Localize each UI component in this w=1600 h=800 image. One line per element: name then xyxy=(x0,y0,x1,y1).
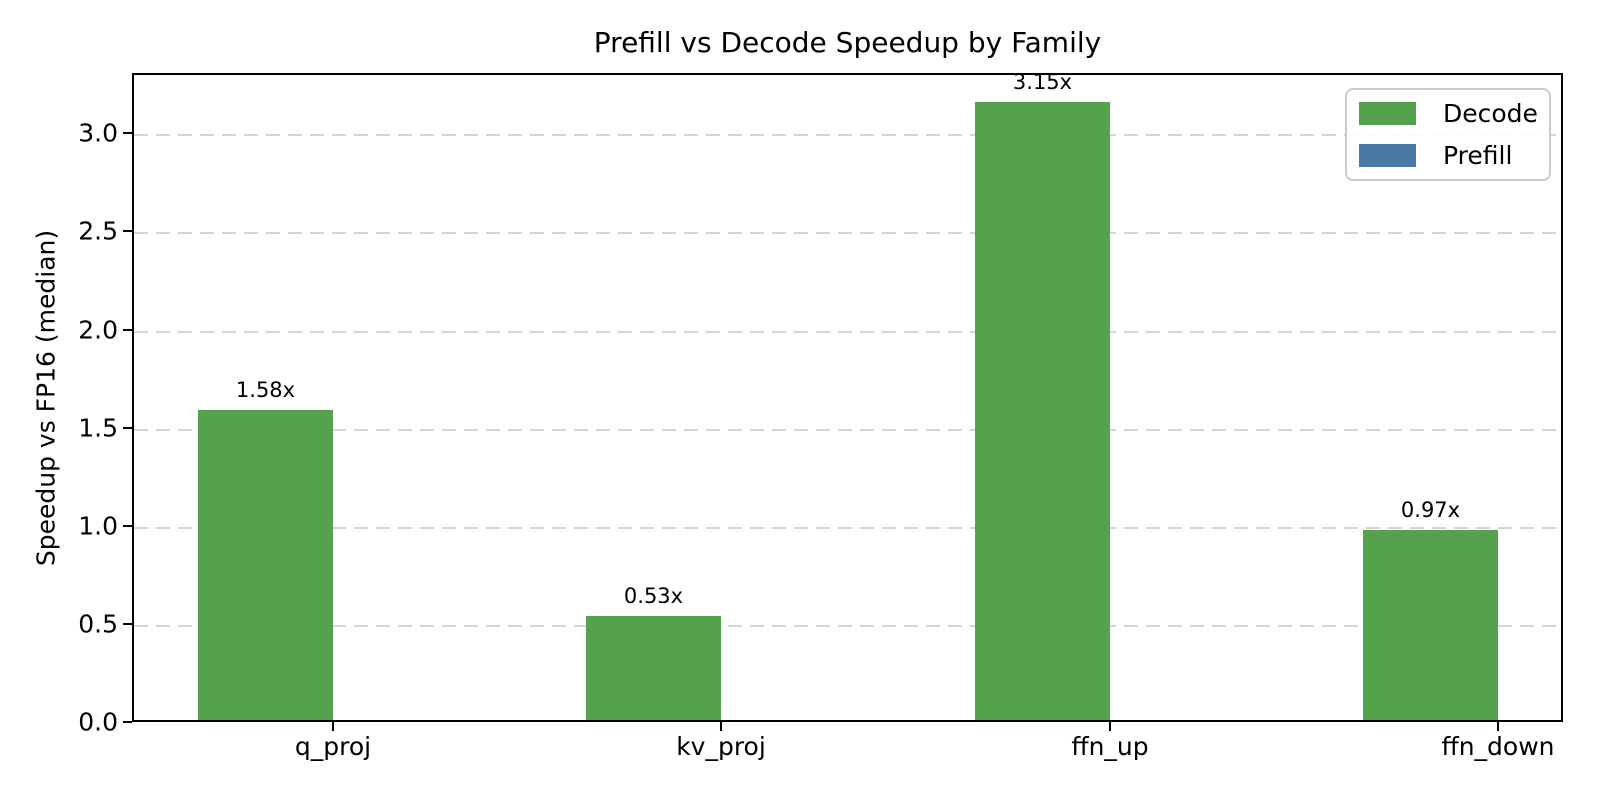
y-tick-label: 1.5 xyxy=(78,413,118,443)
legend: Decode Prefill xyxy=(1345,88,1551,181)
legend-entry-decode: Decode xyxy=(1359,99,1538,128)
y-tick-label: 3.0 xyxy=(78,118,118,148)
decode-bar-kv_proj xyxy=(586,616,721,720)
gridline-y-2 xyxy=(134,330,1561,333)
x-tick-mark xyxy=(720,722,722,731)
decode-bar-ffn_down xyxy=(1363,529,1498,720)
y-tick-label: 0.0 xyxy=(78,707,118,737)
x-tick-mark xyxy=(1497,722,1499,731)
y-tick-label: 2.5 xyxy=(78,216,118,246)
bar-value-label: 3.15x xyxy=(1012,69,1073,94)
x-tick-label-kv_proj: kv_proj xyxy=(676,732,766,761)
plot-area: 1.58x 0.53x 3.15x 0.97x xyxy=(132,69,1563,722)
legend-label-decode: Decode xyxy=(1443,99,1538,128)
y-tick-mark xyxy=(123,230,132,233)
bar-value-label: 0.97x xyxy=(1400,497,1461,522)
y-axis-label: Speedup vs FP16 (median) xyxy=(31,229,61,567)
gridline-y-1 xyxy=(134,526,1561,529)
legend-label-prefill: Prefill xyxy=(1443,141,1513,170)
y-tick-label: 2.0 xyxy=(78,315,118,345)
y-tick-mark xyxy=(123,328,132,331)
y-tick-mark xyxy=(123,622,132,625)
gridline-y-2.5 xyxy=(134,232,1561,235)
gridline-y-1.5 xyxy=(134,428,1561,431)
y-tick-label: 1.0 xyxy=(78,511,118,541)
legend-entry-prefill: Prefill xyxy=(1359,143,1537,168)
x-tick-mark xyxy=(332,722,334,731)
decode-swatch xyxy=(1359,102,1416,125)
y-tick-mark xyxy=(123,132,132,135)
y-tick-mark xyxy=(123,426,132,429)
bar-value-label: 0.53x xyxy=(623,584,684,609)
y-tick-mark xyxy=(123,524,132,527)
chart-title: Prefill vs Decode Speedup by Family xyxy=(593,26,1102,59)
y-tick-label: 0.5 xyxy=(78,609,118,639)
gridline-y-0.5 xyxy=(134,624,1561,627)
x-tick-label-ffn_up: ffn_up xyxy=(1071,732,1149,761)
x-tick-label-ffn_down: ffn_down xyxy=(1441,732,1555,761)
gridline-y-3 xyxy=(134,134,1561,137)
decode-bar-ffn_up xyxy=(975,101,1110,720)
x-tick-mark xyxy=(1109,722,1111,731)
x-tick-label-q_proj: q_proj xyxy=(294,732,372,761)
y-tick-mark xyxy=(123,721,132,723)
prefill-swatch xyxy=(1359,144,1416,167)
bar-value-label: 1.58x xyxy=(235,377,296,402)
decode-bar-q_proj xyxy=(198,409,333,720)
